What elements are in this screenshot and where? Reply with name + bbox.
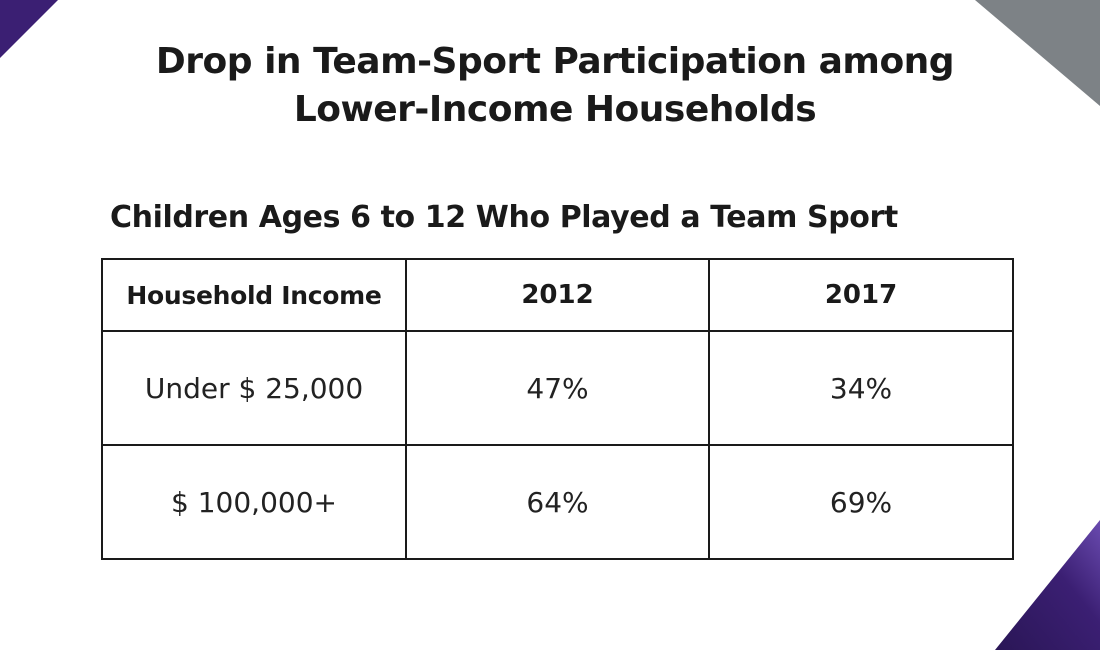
income-label-cell: Under $ 25,000 xyxy=(101,330,407,446)
table-subtitle: Children Ages 6 to 12 Who Played a Team … xyxy=(110,200,898,235)
value-2017-cell: 34% xyxy=(708,330,1014,446)
header-household-income: Household Income xyxy=(101,258,407,332)
page-title-line-2: Lower-Income Households xyxy=(293,89,817,130)
header-year-2012: 2012 xyxy=(405,258,710,332)
corner-decoration-top-right xyxy=(975,0,1100,106)
value-2012-cell: 64% xyxy=(405,444,710,560)
corner-decoration-bottom-right xyxy=(995,520,1100,650)
page-title-line-1: Drop in Team-Sport Participation among xyxy=(155,41,955,82)
corner-decoration-top-left xyxy=(0,0,58,58)
value-2012-cell: 47% xyxy=(405,330,710,446)
value-2017-cell: 69% xyxy=(708,444,1014,560)
participation-table: Household Income 2012 2017 Under $ 25,00… xyxy=(101,258,1014,560)
table-row: Under $ 25,000 47% 34% xyxy=(101,330,1014,446)
income-label-cell: $ 100,000+ xyxy=(101,444,407,560)
header-year-2017: 2017 xyxy=(708,258,1014,332)
table-row: $ 100,000+ 64% 69% xyxy=(101,444,1014,560)
page-title: Drop in Team-Sport Participation among L… xyxy=(0,38,1100,134)
table-header-row: Household Income 2012 2017 xyxy=(101,258,1014,332)
